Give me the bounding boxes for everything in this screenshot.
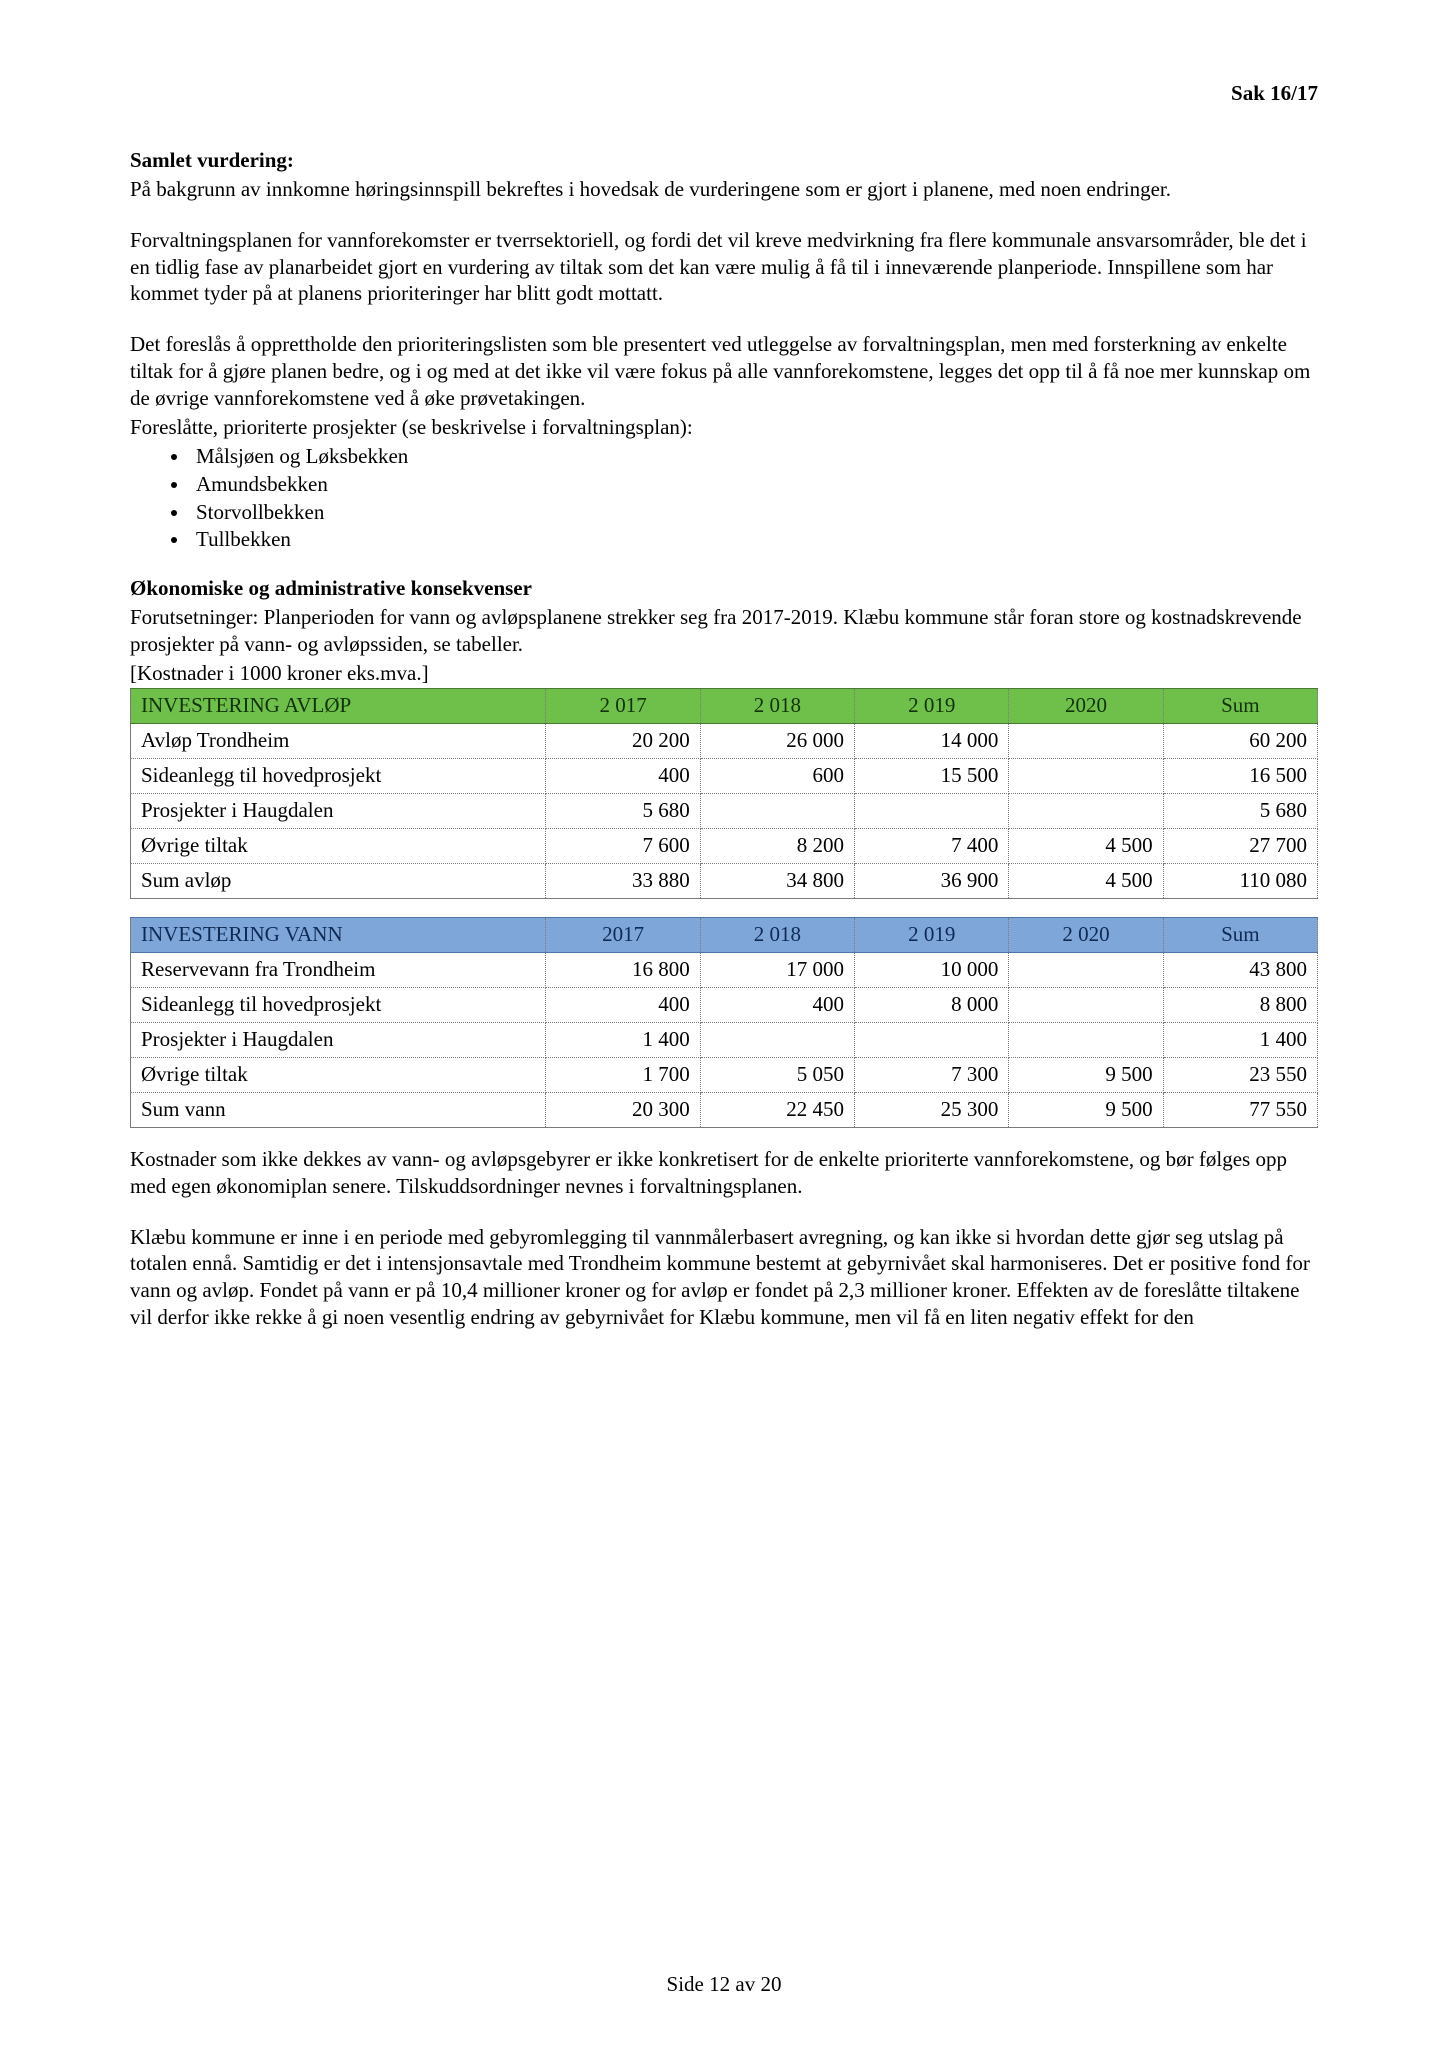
table-cell: 20 200	[546, 723, 700, 758]
table-cell: 77 550	[1163, 1092, 1317, 1127]
table-cell: 22 450	[700, 1092, 854, 1127]
table-cell: 8 200	[700, 828, 854, 863]
table-cell: 1 400	[1163, 1022, 1317, 1057]
table-investering-vann: INVESTERING VANN20172 0182 0192 020Sum Re…	[130, 917, 1318, 1128]
list-item: Målsjøen og Løksbekken	[190, 443, 1318, 470]
table-cell	[1009, 758, 1163, 793]
table-cell: 7 600	[546, 828, 700, 863]
table-cell: 60 200	[1163, 723, 1317, 758]
page-header-right: Sak 16/17	[130, 80, 1318, 107]
table-cell: 36 900	[855, 863, 1009, 898]
table-cell: 4 500	[1009, 828, 1163, 863]
row-label: Avløp Trondheim	[131, 723, 546, 758]
table-cell: 15 500	[855, 758, 1009, 793]
column-header: 2 019	[855, 688, 1009, 723]
row-label: Øvrige tiltak	[131, 828, 546, 863]
table-cell	[1009, 987, 1163, 1022]
table-cell: 43 800	[1163, 952, 1317, 987]
row-label: Øvrige tiltak	[131, 1057, 546, 1092]
table-cell: 20 300	[546, 1092, 700, 1127]
column-header: 2 017	[546, 688, 700, 723]
table-cell: 5 680	[546, 793, 700, 828]
table-cell	[700, 793, 854, 828]
table-cell: 400	[546, 987, 700, 1022]
list-item: Tullbekken	[190, 526, 1318, 553]
table-cell: 25 300	[855, 1092, 1009, 1127]
table-cell: 9 500	[1009, 1057, 1163, 1092]
page: Sak 16/17 Samlet vurdering: På bakgrunn …	[0, 0, 1448, 2048]
row-label: Reservevann fra Trondheim	[131, 952, 546, 987]
table-cell: 8 000	[855, 987, 1009, 1022]
column-header: 2020	[1009, 688, 1163, 723]
page-footer: Side 12 av 20	[0, 1971, 1448, 1998]
table-cell: 600	[700, 758, 854, 793]
paragraph: På bakgrunn av innkomne høringsinnspill …	[130, 176, 1318, 203]
column-header: Sum	[1163, 917, 1317, 952]
column-header: 2 019	[855, 917, 1009, 952]
table-cell: 5 680	[1163, 793, 1317, 828]
table-cell: 10 000	[855, 952, 1009, 987]
row-label: Prosjekter i Haugdalen	[131, 1022, 546, 1057]
table-cell: 4 500	[1009, 863, 1163, 898]
row-label: Sideanlegg til hovedprosjekt	[131, 758, 546, 793]
table-cell: 1 700	[546, 1057, 700, 1092]
table-cell: 400	[700, 987, 854, 1022]
paragraph: Forvaltningsplanen for vannforekomster e…	[130, 227, 1318, 308]
list-item: Amundsbekken	[190, 471, 1318, 498]
table-cell	[1009, 952, 1163, 987]
column-header: 2 020	[1009, 917, 1163, 952]
heading-okonomiske: Økonomiske og administrative konsekvense…	[130, 575, 1318, 602]
column-header: Sum	[1163, 688, 1317, 723]
paragraph: Kostnader som ikke dekkes av vann- og av…	[130, 1146, 1318, 1200]
table-cell: 8 800	[1163, 987, 1317, 1022]
paragraph: Klæbu kommune er inne i en periode med g…	[130, 1224, 1318, 1332]
table-cell	[1009, 1022, 1163, 1057]
table-cell: 34 800	[700, 863, 854, 898]
table-investering-avlop: INVESTERING AVLØP2 0172 0182 0192020Sum A…	[130, 688, 1318, 899]
table-cell	[855, 793, 1009, 828]
table-cell	[1009, 793, 1163, 828]
table-cell	[700, 1022, 854, 1057]
table-title: INVESTERING VANN	[131, 917, 546, 952]
row-label: Sideanlegg til hovedprosjekt	[131, 987, 546, 1022]
column-header: 2017	[546, 917, 700, 952]
bullet-list: Målsjøen og Løksbekken Amundsbekken Stor…	[190, 443, 1318, 554]
column-header: 2 018	[700, 917, 854, 952]
list-item: Storvollbekken	[190, 499, 1318, 526]
paragraph: Det foreslås å opprettholde den priorite…	[130, 331, 1318, 412]
table-cell: 1 400	[546, 1022, 700, 1057]
table-cell: 17 000	[700, 952, 854, 987]
row-label: Prosjekter i Haugdalen	[131, 793, 546, 828]
paragraph: Foreslåtte, prioriterte prosjekter (se b…	[130, 414, 1318, 441]
table-cell: 33 880	[546, 863, 700, 898]
table-cell: 7 400	[855, 828, 1009, 863]
table-cell: 5 050	[700, 1057, 854, 1092]
table-cell: 26 000	[700, 723, 854, 758]
table-cell: 7 300	[855, 1057, 1009, 1092]
table-cell: 16 800	[546, 952, 700, 987]
table-cell: 9 500	[1009, 1092, 1163, 1127]
table-cell: 110 080	[1163, 863, 1317, 898]
table-note: [Kostnader i 1000 kroner eks.mva.]	[130, 660, 1318, 687]
table-cell	[1009, 723, 1163, 758]
row-label: Sum avløp	[131, 863, 546, 898]
paragraph: Forutsetninger: Planperioden for vann og…	[130, 604, 1318, 658]
heading-samlet-vurdering: Samlet vurdering:	[130, 147, 1318, 174]
table-cell: 27 700	[1163, 828, 1317, 863]
table-cell: 16 500	[1163, 758, 1317, 793]
column-header: 2 018	[700, 688, 854, 723]
table-cell: 23 550	[1163, 1057, 1317, 1092]
table-cell: 14 000	[855, 723, 1009, 758]
table-title: INVESTERING AVLØP	[131, 688, 546, 723]
table-cell: 400	[546, 758, 700, 793]
table-cell	[855, 1022, 1009, 1057]
row-label: Sum vann	[131, 1092, 546, 1127]
